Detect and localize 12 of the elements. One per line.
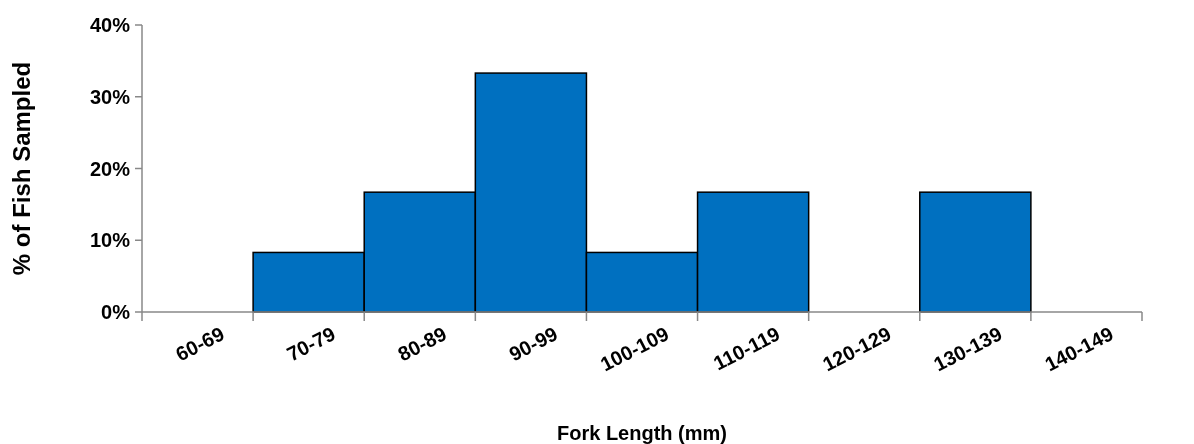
x-tick-label: 60-69 <box>172 322 228 366</box>
y-tick-label: 10% <box>89 229 131 252</box>
y-tick-label: 30% <box>89 85 131 108</box>
y-tick-label: 40% <box>89 14 131 36</box>
x-axis-title: Fork Length (mm) <box>557 422 727 444</box>
x-tick-label: 80-89 <box>394 322 450 366</box>
x-tick-label: 90-99 <box>505 322 562 366</box>
y-tick-label: 0% <box>101 301 131 323</box>
bar <box>919 191 1032 313</box>
y-axis-title: % of Fish Sampled <box>8 61 35 276</box>
x-tick-label: 70-79 <box>283 322 339 366</box>
y-tick-label: 20% <box>89 157 131 180</box>
